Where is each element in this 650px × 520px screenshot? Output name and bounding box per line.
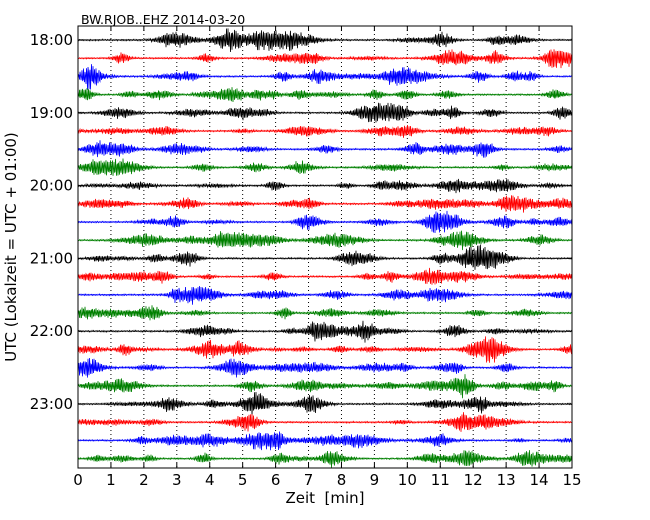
seismogram-trace — [77, 125, 573, 138]
x-axis-ticks: 0 1 2 3 4 5 6 7 8 9 10 11 12 13 14 15 — [73, 26, 582, 489]
seismogram-trace — [77, 178, 573, 194]
y-tick-label: 22:00 — [30, 322, 73, 340]
x-tick-label: 9 — [370, 471, 380, 489]
seismogram-trace — [77, 158, 573, 176]
y-tick-label: 20:00 — [30, 177, 73, 195]
seismogram-trace — [77, 102, 573, 123]
seismogram-trace — [77, 87, 573, 102]
x-tick-label: 15 — [562, 471, 581, 489]
seismogram-trace — [77, 358, 573, 378]
chart-title: BW.RJOB..EHZ 2014-03-20 — [81, 12, 245, 27]
x-tick-label: 14 — [530, 471, 549, 489]
seismogram-trace — [77, 49, 573, 69]
seismogram-trace — [77, 450, 573, 468]
plot-frame — [77, 25, 573, 469]
x-tick-label: 1 — [106, 471, 116, 489]
seismogram-trace — [77, 320, 573, 343]
x-grid — [110, 26, 540, 468]
y-tick-label: 23:00 — [30, 395, 73, 413]
x-tick-label: 6 — [271, 471, 281, 489]
x-tick-label: 3 — [172, 471, 182, 489]
seismogram-trace — [77, 230, 573, 251]
seismogram-trace — [77, 374, 573, 399]
seismogram-trace — [77, 412, 573, 432]
x-tick-label: 12 — [464, 471, 483, 489]
seismogram-trace — [77, 431, 573, 451]
seismogram-trace — [77, 195, 573, 213]
x-tick-label: 5 — [238, 471, 248, 489]
x-tick-label: 8 — [337, 471, 347, 489]
seismogram-traces — [77, 28, 573, 468]
y-axis-ticks: 18:00 19:00 20:00 21:00 22:00 23:00 — [30, 31, 572, 413]
y-axis-label: UTC (Lokalzeit = UTC + 01:00) — [2, 132, 20, 362]
x-tick-label: 0 — [73, 471, 83, 489]
x-tick-label: 11 — [431, 471, 450, 489]
x-tick-label: 7 — [304, 471, 314, 489]
seismogram-trace — [77, 285, 573, 305]
seismogram-trace — [77, 140, 573, 158]
seismogram-trace — [77, 267, 573, 285]
seismogram-trace — [77, 336, 573, 363]
x-axis-label: Zeit [min] — [285, 489, 364, 507]
seismogram-trace — [77, 244, 573, 270]
seismogram-trace — [77, 64, 573, 90]
x-tick-label: 2 — [139, 471, 149, 489]
seismogram-trace — [77, 210, 573, 234]
x-tick-label: 13 — [497, 471, 516, 489]
x-tick-label: 4 — [205, 471, 215, 489]
y-tick-label: 21:00 — [30, 249, 73, 267]
seismogram-trace — [77, 28, 573, 53]
x-tick-label: 10 — [398, 471, 417, 489]
seismogram-trace — [77, 391, 573, 416]
seismogram-trace — [77, 305, 573, 321]
y-tick-label: 19:00 — [30, 104, 73, 122]
y-tick-label: 18:00 — [30, 31, 73, 49]
